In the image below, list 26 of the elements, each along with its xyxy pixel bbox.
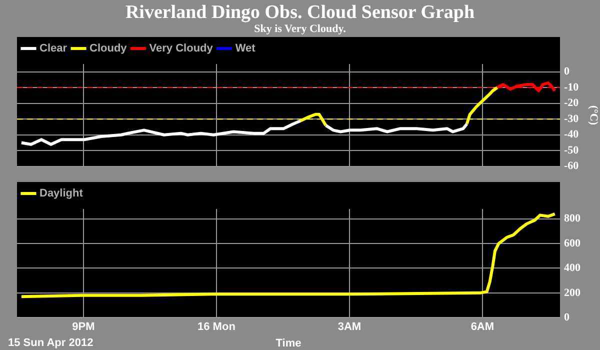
y-axis-title: (°C) [588, 105, 600, 126]
y-tick-label: -60 [564, 160, 580, 172]
chart-title: Riverland Dingo Obs. Cloud Sensor Graph [124, 2, 476, 24]
x-tick-label: 16 Mon [198, 321, 236, 334]
x-tick-label: 3AM [338, 321, 362, 334]
legend-label: Daylight [40, 188, 84, 200]
y-tick-label: -20 [564, 97, 580, 110]
legend-label: Clear [40, 42, 68, 55]
y-tick-label: 400 [564, 262, 581, 274]
y-tick-label: -40 [564, 128, 580, 141]
y-tick-label: 0 [564, 66, 570, 78]
y-tick-label: -30 [564, 112, 580, 125]
legend-label: Very Cloudy [149, 42, 214, 55]
y-tick-label: -10 [564, 81, 580, 94]
y-tick-label: 0 [564, 311, 570, 324]
x-tick-label: 9PM [72, 321, 95, 334]
legend-label: Cloudy [90, 42, 128, 55]
text: 15 Sun Apr 2012 [8, 337, 94, 349]
legend-label: Wet [235, 42, 256, 55]
x-axis-title: Time [276, 337, 302, 350]
x-tick-label: 6AM [470, 321, 494, 334]
y-tick-label: 600 [564, 237, 581, 250]
y-tick-label: -50 [564, 144, 580, 156]
y-tick-label: 800 [564, 212, 581, 225]
y-tick-label: 200 [564, 286, 581, 299]
chart-subtitle: Sky is Very Cloudy. [253, 23, 347, 35]
